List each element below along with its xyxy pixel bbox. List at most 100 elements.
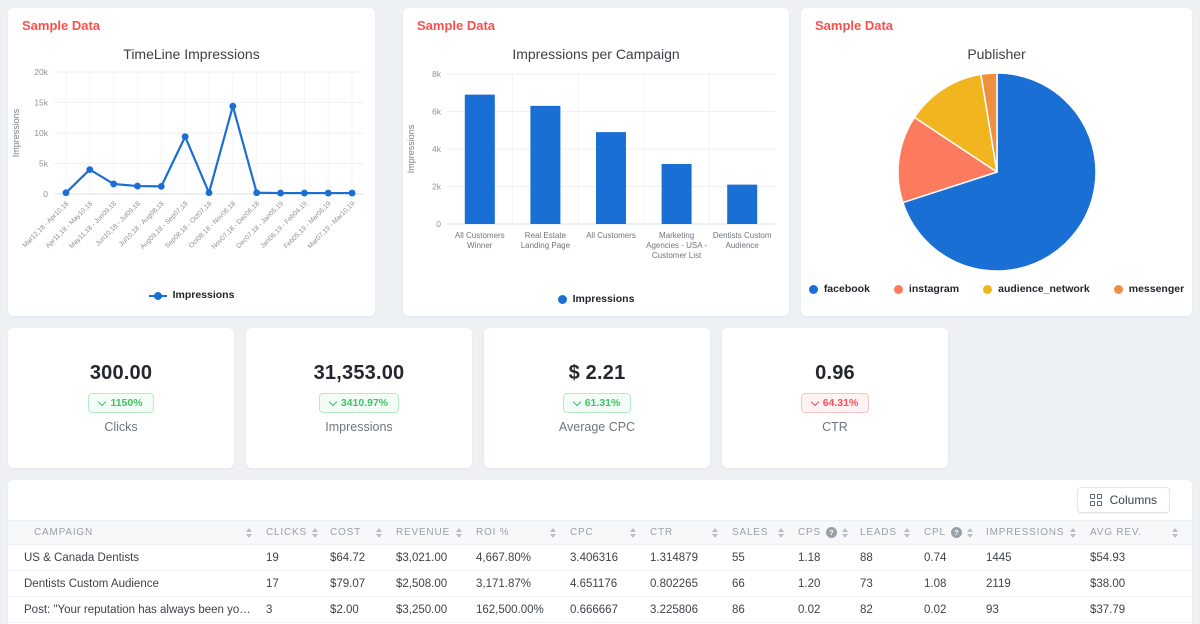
kpi-delta-badge: 64.31% (800, 393, 870, 413)
sort-icon[interactable] (1172, 527, 1178, 538)
legend-label: messenger (1128, 283, 1185, 295)
sort-icon[interactable] (630, 527, 636, 538)
timeline-line-chart-svg: 0 5k 10k 15k 20k Mar12,18 - Apr10,18Apr11,18 … (11, 67, 364, 251)
bar-series-marker-icon (557, 294, 567, 304)
kpi-delta-badge: 1150% (88, 393, 154, 413)
column-header-cpl: CPL? (924, 520, 986, 545)
legend-item-impressions[interactable]: Impressions (557, 293, 634, 305)
table-cell: 82 (860, 596, 924, 623)
columns-button[interactable]: Columns (1076, 487, 1170, 513)
table-cell: 4,667.80% (476, 544, 570, 571)
sort-icon[interactable] (904, 527, 910, 538)
kpi-label: Average CPC (558, 420, 636, 434)
table-cell: 3,171.87% (476, 570, 570, 597)
sample-data-label: Sample Data (22, 18, 101, 33)
kpi-label: CTR (822, 420, 848, 434)
sort-icon[interactable] (841, 527, 848, 538)
sort-icon[interactable] (550, 527, 556, 538)
table-cell: 88 (860, 544, 924, 571)
charts-row: Sample Data TimeLine Impressions 0 5k 10k 1… (8, 8, 1192, 316)
legend-item-messenger[interactable]: messenger (1113, 283, 1185, 295)
column-header-ctr: CTR (650, 520, 732, 545)
svg-text:Mar07,19 - Mar10,19: Mar07,19 - Mar10,19 (307, 200, 357, 250)
sort-icon[interactable] (712, 527, 718, 538)
columns-button-label: Columns (1109, 493, 1157, 507)
column-label: CTR (650, 527, 673, 538)
sort-icon[interactable] (966, 527, 973, 538)
table-cell: 3.225806 (650, 596, 732, 623)
sort-icon[interactable] (456, 527, 462, 538)
svg-text:Audience: Audience (726, 241, 760, 250)
column-header-revenue: REVENUE (396, 520, 476, 545)
table-cell: 1.314879 (650, 544, 732, 571)
sort-icon[interactable] (246, 527, 252, 538)
table-cell: $2,508.00 (396, 570, 476, 597)
column-label: IMPRESSIONS (986, 527, 1065, 538)
sample-data-label: Sample Data (417, 18, 496, 33)
column-label: ROI % (476, 527, 510, 538)
table-cell: Dentists Custom Audience (8, 570, 266, 597)
legend-item-audience_network[interactable]: audience_network (983, 283, 1090, 295)
column-header-cpc: CPC (570, 520, 650, 545)
columns-grid-icon (1089, 494, 1102, 506)
legend-item-instagram[interactable]: instagram (893, 283, 959, 295)
table-cell: 93 (986, 596, 1090, 623)
table-cell: 73 (860, 570, 924, 597)
table-cell: 55 (732, 544, 798, 571)
svg-text:0: 0 (43, 189, 48, 199)
info-icon[interactable]: ? (825, 527, 837, 538)
sort-icon[interactable] (778, 527, 784, 538)
column-label: CLICKS (266, 527, 307, 538)
column-label: AVG REV. (1090, 527, 1142, 538)
sort-icon[interactable] (311, 527, 318, 538)
legend-label: audience_network (998, 283, 1090, 295)
svg-text:Jan06,19 - Feb04,19: Jan06,19 - Feb04,19 (259, 200, 308, 249)
legend-item-impressions[interactable]: Impressions (148, 289, 234, 301)
column-label: REVENUE (396, 527, 450, 538)
kpi-delta-value: 3410.97% (340, 397, 389, 409)
info-icon[interactable]: ? (950, 527, 962, 538)
svg-text:4k: 4k (432, 144, 442, 154)
publisher-chart (801, 64, 1192, 281)
table-cell: 0.02 (798, 596, 860, 623)
legend-item-facebook[interactable]: facebook (808, 283, 870, 295)
sort-icon[interactable] (1070, 527, 1076, 538)
svg-text:Mar12,18 - Apr10,18: Mar12,18 - Apr10,18 (22, 200, 71, 249)
table-cell: 19 (266, 544, 330, 571)
column-label: CAMPAIGN (34, 527, 93, 538)
table-cell: 3 (266, 596, 330, 623)
svg-text:15k: 15k (34, 98, 48, 108)
table-cell: 1.08 (924, 570, 986, 597)
pie-slice-marker-icon (808, 284, 818, 294)
kpi-delta-badge: 3410.97% (318, 393, 400, 413)
svg-text:0: 0 (436, 219, 441, 229)
kpi-card-clicks: 300.00 1150% Clicks (8, 328, 234, 468)
kpi-value: $ 2.21 (568, 362, 626, 384)
pie-slice-marker-icon (1113, 284, 1123, 294)
line-series-marker-icon (148, 291, 167, 300)
kpi-card-impressions: 31,353.00 3410.97% Impressions (246, 328, 472, 468)
table-cell: US & Canada Dentists (8, 544, 266, 571)
table-header-row: CAMPAIGN CLICKS COST REVENUE ROI % CPC CTR SALE… (8, 520, 1192, 545)
svg-text:8k: 8k (432, 69, 442, 79)
svg-text:Sep08,18 - Oct07,18: Sep08,18 - Oct07,18 (164, 200, 213, 249)
column-header-sales: SALES (732, 520, 798, 545)
kpi-label: Clicks (104, 420, 138, 434)
pie-slice-marker-icon (893, 284, 903, 294)
table-body: US & Canada Dentists 19 $64.72 $3,021.00 4,6… (8, 544, 1192, 623)
campaign-chart: 0 2k 4k 6k 8k All Customers Winner Real Estate L… (403, 64, 789, 291)
campaign-chart-title: Impressions per Campaign (512, 46, 680, 62)
table-cell: 0.666667 (570, 596, 650, 623)
svg-text:Real Estate: Real Estate (525, 231, 567, 240)
table-cell: 0.802265 (650, 570, 732, 597)
sort-icon[interactable] (376, 527, 382, 538)
chevron-down-icon (328, 397, 338, 406)
table-cell: 0.74 (924, 544, 986, 571)
kpi-value: 31,353.00 (313, 362, 405, 384)
table-row: US & Canada Dentists 19 $64.72 $3,021.00 4,6… (8, 544, 1192, 571)
svg-text:Agencies - USA -: Agencies - USA - (646, 241, 707, 250)
column-header-campaign: CAMPAIGN (8, 520, 266, 545)
table-cell: 162,500.00% (476, 596, 570, 623)
column-header-avg-rev-: AVG REV. (1090, 520, 1192, 545)
